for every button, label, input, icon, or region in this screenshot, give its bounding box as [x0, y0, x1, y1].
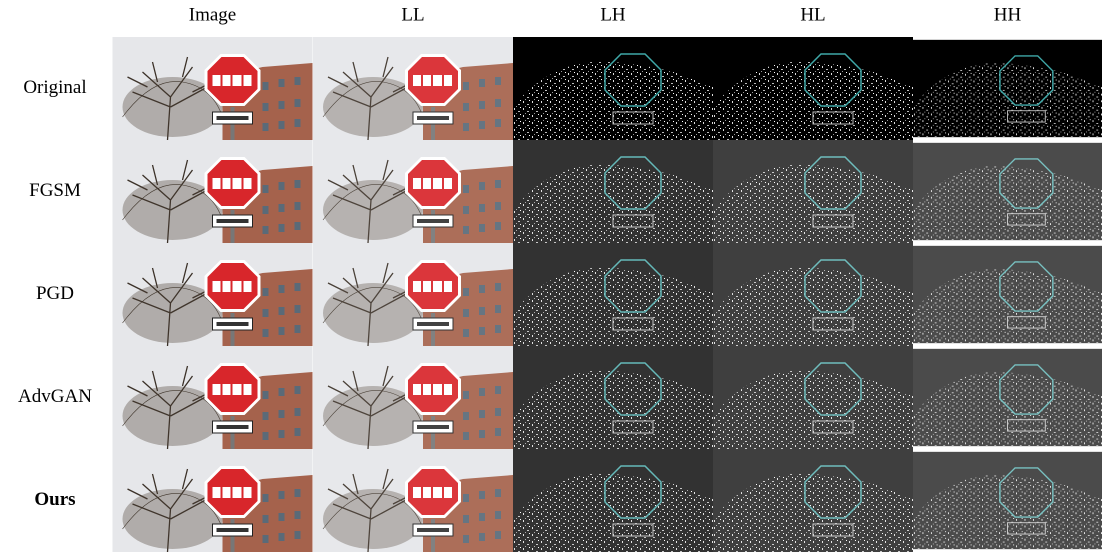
- image-cell: [313, 243, 513, 346]
- image-cell: [313, 37, 513, 140]
- image-cell: [513, 346, 713, 449]
- image-cell: [313, 449, 513, 552]
- image-cell: [713, 243, 913, 346]
- column-header: LL: [401, 4, 424, 25]
- image-cell: [113, 37, 313, 140]
- image-cell: [913, 143, 1102, 240]
- column-header: HH: [994, 4, 1022, 25]
- row-label: Ours: [34, 489, 75, 510]
- image-grid: [113, 37, 1102, 552]
- image-cell: [913, 349, 1102, 446]
- row-label: AdvGAN: [18, 386, 92, 407]
- image-cell: [513, 449, 713, 552]
- image-cell: [913, 452, 1102, 549]
- image-cell: [713, 449, 913, 552]
- column-header: HL: [800, 4, 825, 25]
- page: ImageLLLHHLHHOriginalFGSMPGDAdvGANOurs (…: [0, 0, 1102, 558]
- image-cell: [513, 140, 713, 243]
- column-header: Image: [189, 4, 236, 25]
- figure: Image LL LH HL HH Original FGSM PGD AdvGAN Ours: [0, 0, 1102, 558]
- image-cell: [513, 37, 713, 140]
- row-label: Original: [23, 77, 86, 98]
- image-cell: [313, 346, 513, 449]
- image-cell: [313, 140, 513, 243]
- image-cell: [113, 346, 313, 449]
- image-cell: [713, 346, 913, 449]
- column-header: LH: [600, 4, 626, 25]
- image-cell: [513, 243, 713, 346]
- image-cell: [113, 140, 313, 243]
- image-cell: [913, 40, 1102, 137]
- row-label: PGD: [36, 283, 74, 304]
- row-label: FGSM: [29, 180, 81, 201]
- image-cell: [913, 246, 1102, 343]
- image-cell: [113, 243, 313, 346]
- image-cell: [113, 449, 313, 552]
- image-cell: [713, 37, 913, 140]
- image-cell: [713, 140, 913, 243]
